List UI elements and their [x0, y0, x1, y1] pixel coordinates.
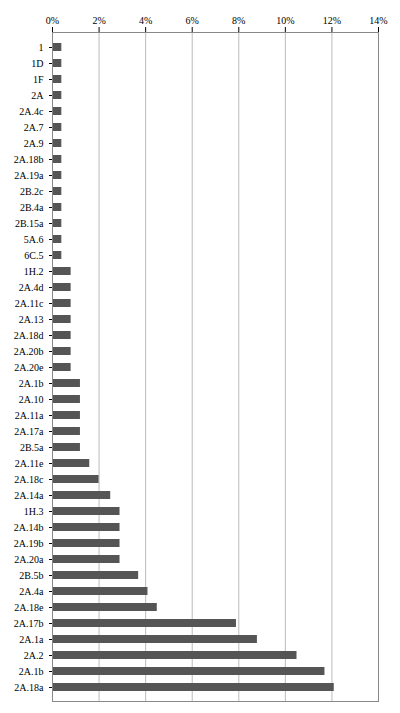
svg-text:2B.5a: 2B.5a: [20, 442, 44, 453]
svg-text:10%: 10%: [276, 15, 294, 26]
svg-text:2B.4a: 2B.4a: [20, 202, 44, 213]
svg-text:2A.18c: 2A.18c: [14, 474, 44, 485]
svg-text:2A.19a: 2A.19a: [14, 170, 44, 181]
svg-text:2A.17a: 2A.17a: [14, 426, 44, 437]
svg-text:2A.14a: 2A.14a: [14, 490, 44, 501]
svg-text:4%: 4%: [139, 15, 152, 26]
svg-text:2A.4c: 2A.4c: [19, 106, 44, 117]
svg-text:1D: 1D: [31, 58, 43, 69]
svg-text:2A.11a: 2A.11a: [15, 410, 44, 421]
svg-text:2B.15a: 2B.15a: [15, 218, 44, 229]
svg-text:2A.17b: 2A.17b: [14, 618, 44, 629]
svg-text:2A.18d: 2A.18d: [14, 330, 44, 341]
svg-text:2A.20e: 2A.20e: [14, 362, 44, 373]
svg-text:8%: 8%: [232, 15, 245, 26]
svg-text:2A.18b: 2A.18b: [14, 154, 44, 165]
svg-text:2A.4a: 2A.4a: [19, 586, 44, 597]
svg-text:1: 1: [39, 42, 44, 53]
svg-text:2A.9: 2A.9: [24, 138, 44, 149]
svg-text:14%: 14%: [369, 15, 387, 26]
svg-text:2A: 2A: [31, 90, 44, 101]
svg-text:2A.2: 2A.2: [24, 650, 44, 661]
svg-text:2A.19b: 2A.19b: [14, 538, 44, 549]
svg-text:2A.10: 2A.10: [19, 394, 44, 405]
svg-text:0%: 0%: [46, 15, 59, 26]
svg-text:2A.13: 2A.13: [19, 314, 44, 325]
svg-text:2B.5b: 2B.5b: [19, 570, 43, 581]
svg-text:6%: 6%: [186, 15, 199, 26]
svg-text:2A.4d: 2A.4d: [19, 282, 44, 293]
svg-text:2A.18a: 2A.18a: [14, 682, 44, 693]
svg-text:2A.18e: 2A.18e: [14, 602, 44, 613]
svg-text:2A.1b: 2A.1b: [19, 666, 44, 677]
svg-text:12%: 12%: [323, 15, 341, 26]
svg-text:2A.7: 2A.7: [24, 122, 44, 133]
svg-text:1F: 1F: [33, 74, 44, 85]
svg-text:2A.20a: 2A.20a: [14, 554, 44, 565]
svg-text:2A.20b: 2A.20b: [14, 346, 44, 357]
svg-text:2A.11e: 2A.11e: [15, 458, 44, 469]
svg-text:2B.2c: 2B.2c: [20, 186, 44, 197]
svg-text:2A.14b: 2A.14b: [14, 522, 44, 533]
svg-text:2A.1b: 2A.1b: [19, 378, 44, 389]
svg-text:2%: 2%: [92, 15, 105, 26]
svg-text:2A.11c: 2A.11c: [15, 298, 44, 309]
svg-text:2A.1a: 2A.1a: [19, 634, 44, 645]
svg-text:5A.6: 5A.6: [24, 234, 44, 245]
svg-text:1H.3: 1H.3: [24, 506, 44, 517]
svg-text:6C.5: 6C.5: [24, 250, 43, 261]
svg-text:1H.2: 1H.2: [24, 266, 44, 277]
